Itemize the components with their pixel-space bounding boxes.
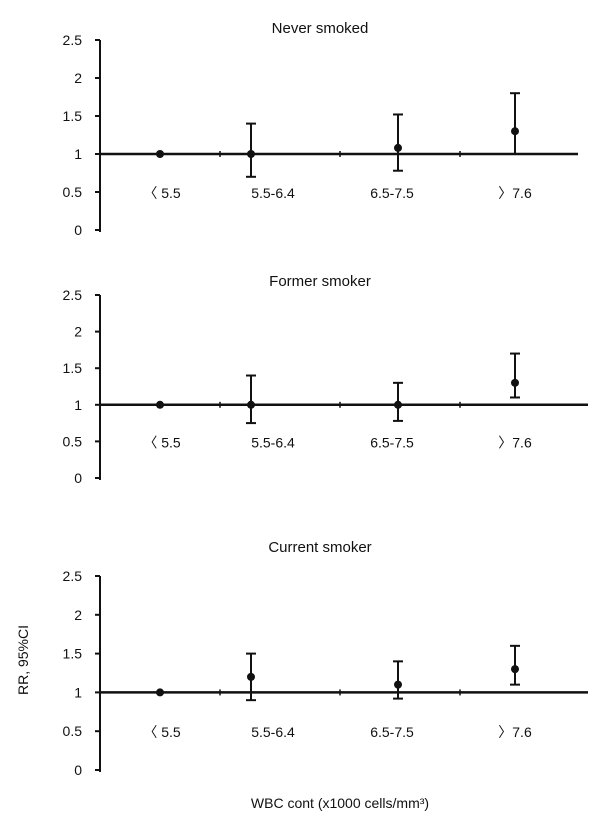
y-tick-label: 2.5 (63, 568, 83, 584)
y-tick-label: 2.5 (63, 287, 83, 303)
x-axis-label: WBC cont (x1000 cells/mm³) (251, 795, 429, 811)
data-point (156, 400, 164, 409)
y-tick-label: 0.5 (63, 184, 83, 200)
y-tick-label: 2 (74, 324, 82, 340)
y-tick-label: 2 (74, 70, 82, 86)
y-tick-label: 0 (74, 762, 82, 778)
y-tick-label: 2.5 (63, 32, 83, 48)
panel-title: Current smoker (268, 539, 371, 556)
panel-title: Never smoked (272, 20, 369, 37)
y-tick-label: 0.5 (63, 723, 83, 739)
y-tick-label: 1.5 (63, 646, 83, 662)
data-point (156, 150, 164, 158)
category-label: 5.5-6.4 (251, 185, 295, 201)
category-label: 5.5-6.4 (251, 724, 295, 740)
y-axis-label: RR, 95%CI (15, 625, 31, 695)
category-label: 6.5-7.5 (370, 724, 414, 740)
category-label: 〉7.6 (498, 434, 532, 450)
y-tick-label: 0 (74, 470, 82, 486)
data-point (511, 665, 519, 674)
category-label: 〈 5.5 (143, 185, 181, 201)
category-label: 6.5-7.5 (370, 185, 414, 201)
data-point (156, 688, 164, 697)
data-point (394, 143, 402, 152)
y-tick-label: 1 (74, 397, 82, 413)
panel-title: Former smoker (269, 273, 371, 290)
y-tick-label: 1.5 (63, 108, 83, 124)
data-point (247, 672, 255, 681)
data-point (511, 127, 519, 136)
y-tick-label: 0 (74, 222, 82, 238)
category-label: 〉7.6 (498, 724, 532, 740)
category-label: 5.5-6.4 (251, 434, 295, 450)
y-tick-label: 1.5 (63, 360, 83, 376)
y-tick-label: 1 (74, 146, 82, 162)
data-point (247, 150, 255, 158)
y-tick-label: 1 (74, 684, 82, 700)
category-label: 6.5-7.5 (370, 434, 414, 450)
data-point (394, 680, 402, 689)
data-point (247, 400, 255, 409)
data-point (511, 378, 519, 387)
category-label: 〈 5.5 (143, 434, 181, 450)
category-label: 〈 5.5 (143, 724, 181, 740)
y-tick-label: 0.5 (63, 433, 83, 449)
category-label: 〉7.6 (498, 185, 532, 201)
data-point (394, 400, 402, 409)
y-tick-label: 2 (74, 607, 82, 623)
